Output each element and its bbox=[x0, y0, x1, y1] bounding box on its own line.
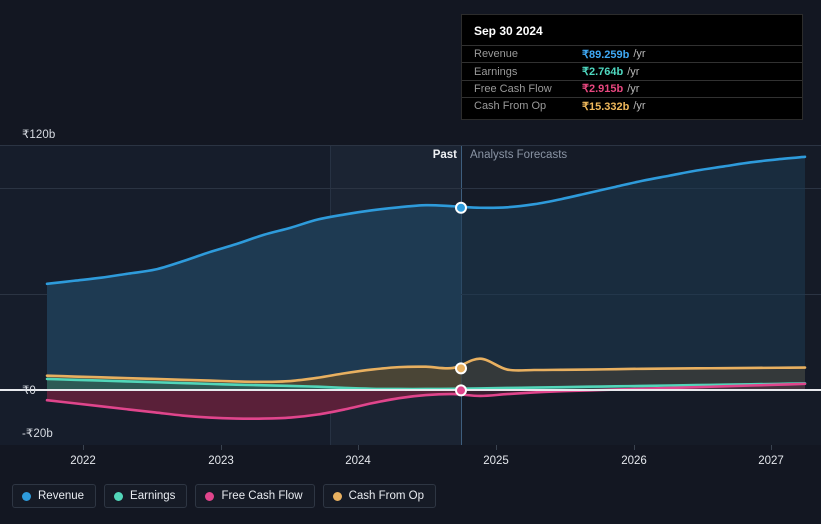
legend-item-label: Earnings bbox=[130, 490, 176, 502]
y-axis-label: ₹0 bbox=[22, 385, 36, 397]
legend-item-earnings[interactable]: Earnings bbox=[104, 484, 188, 508]
tooltip-row-label: Free Cash Flow bbox=[474, 82, 552, 95]
legend-item-label: Cash From Op bbox=[348, 490, 425, 502]
data-point-marker-cash-from-op[interactable] bbox=[455, 362, 467, 375]
marker-canvas bbox=[455, 201, 467, 397]
series-area-revenue bbox=[47, 205, 461, 390]
tooltip-row: Revenue ₹89.259b/yr bbox=[462, 45, 802, 62]
tooltip-row-unit: /yr bbox=[627, 65, 640, 78]
tooltip-row-label: Earnings bbox=[474, 65, 518, 78]
plot-area: Past Analysts Forecasts ₹120b ₹0 -₹20b bbox=[0, 129, 821, 445]
tooltip-date: Sep 30 2024 bbox=[474, 24, 543, 38]
gridline bbox=[0, 188, 821, 189]
legend-item-label: Free Cash Flow bbox=[221, 490, 303, 502]
tooltip-row-value: ₹2.764b bbox=[582, 66, 624, 79]
series-line-cash-from-op bbox=[45, 357, 807, 384]
legend-color-dot-icon bbox=[114, 491, 124, 501]
series-area-cash-from-op bbox=[461, 358, 805, 390]
series-line-free-cash-flow bbox=[45, 382, 807, 421]
legend-item-free-cash-flow[interactable]: Free Cash Flow bbox=[195, 484, 315, 508]
tooltip-row-label: Cash From Op bbox=[474, 100, 547, 113]
tooltip-row-unit: /yr bbox=[633, 48, 646, 61]
tooltip-row-unit: /yr bbox=[627, 82, 640, 95]
x-axis-tick-mark bbox=[221, 445, 222, 450]
series-line-revenue bbox=[45, 155, 807, 286]
legend-color-dot-icon bbox=[22, 491, 31, 501]
x-axis: 2022 2023 2024 2025 2026 2027 bbox=[0, 445, 821, 475]
zero-baseline bbox=[0, 389, 821, 391]
legend-item-label: Revenue bbox=[38, 490, 85, 502]
past-label: Past bbox=[432, 149, 457, 161]
tooltip-row-value: ₹15.332b bbox=[582, 100, 630, 113]
legend-item-revenue[interactable]: Revenue bbox=[12, 484, 97, 508]
tooltip-row: Free Cash Flow ₹2.915b/yr bbox=[462, 79, 802, 97]
x-axis-label: 2023 bbox=[208, 455, 234, 467]
x-axis-tick-mark bbox=[771, 445, 772, 450]
data-point-marker-revenue[interactable] bbox=[455, 201, 467, 214]
chart-legend: Revenue Earnings Free Cash Flow Cash From O… bbox=[12, 484, 437, 508]
tooltip-row-value: ₹89.259b bbox=[582, 48, 630, 61]
x-axis-label: 2024 bbox=[345, 455, 371, 467]
x-axis-tick-mark bbox=[496, 445, 497, 450]
series-area-revenue bbox=[461, 156, 805, 390]
tooltip-row: Cash From Op ₹15.332b/yr bbox=[462, 97, 802, 114]
data-point-marker-free-cash-flow[interactable] bbox=[455, 384, 467, 397]
legend-color-dot-icon bbox=[332, 491, 342, 501]
x-axis-tick-mark bbox=[358, 445, 359, 450]
x-axis-label: 2022 bbox=[70, 455, 96, 467]
legend-color-dot-icon bbox=[205, 491, 215, 501]
tooltip-row-label: Revenue bbox=[474, 48, 519, 61]
x-axis-tick-mark bbox=[83, 445, 84, 450]
tooltip-row: Earnings ₹2.764b/yr bbox=[462, 62, 802, 79]
data-tooltip: Sep 30 2024 Revenue ₹89.259b/yr Earnings ₹2… bbox=[461, 14, 803, 120]
legend-item-cash-from-op[interactable]: Cash From Op bbox=[322, 484, 437, 508]
series-line-earnings bbox=[45, 377, 807, 391]
y-axis-label: -₹20b bbox=[22, 428, 53, 440]
x-axis-tick-mark bbox=[634, 445, 635, 450]
x-axis-label: 2027 bbox=[758, 455, 784, 467]
series-canvas bbox=[45, 155, 807, 421]
y-axis-label: ₹120b bbox=[22, 129, 56, 141]
gridline bbox=[0, 145, 821, 146]
x-axis-label: 2026 bbox=[621, 455, 647, 467]
tooltip-row-unit: /yr bbox=[633, 100, 646, 113]
series-area-earnings bbox=[47, 378, 461, 390]
x-axis-label: 2025 bbox=[483, 455, 509, 467]
forecast-label: Analysts Forecasts bbox=[470, 149, 568, 161]
tooltip-row-value: ₹2.915b bbox=[582, 83, 624, 96]
